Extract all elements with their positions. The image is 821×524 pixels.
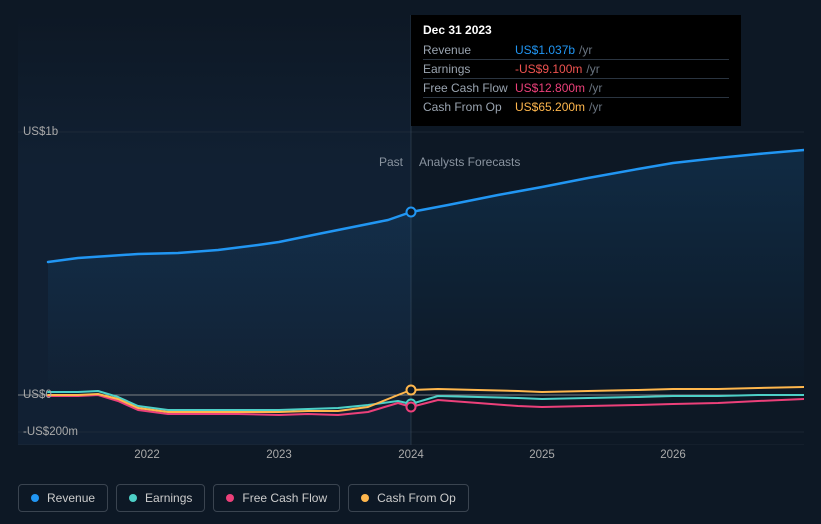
tooltip-row: Cash From Op US$65.200m /yr <box>423 97 729 116</box>
legend-label: Revenue <box>47 491 95 505</box>
x-tick-label: 2024 <box>398 449 424 461</box>
past-section-label: Past <box>379 155 403 169</box>
x-tick-label: 2023 <box>266 449 292 461</box>
tooltip-metric-unit: /yr <box>579 43 592 57</box>
chart-legend: Revenue Earnings Free Cash Flow Cash Fro… <box>18 484 469 512</box>
tooltip-metric-value: US$12.800m <box>515 81 585 95</box>
chart-tooltip: Dec 31 2023 Revenue US$1.037b /yrEarning… <box>411 15 741 126</box>
tooltip-metric-label: Earnings <box>423 62 515 76</box>
legend-item-revenue[interactable]: Revenue <box>18 484 108 512</box>
earnings-revenue-chart: Past Analysts Forecasts US$1b US$0 -US$200… <box>18 15 804 445</box>
tooltip-metric-value: US$65.200m <box>515 100 585 114</box>
legend-dot-icon <box>226 494 234 502</box>
legend-item-fcf[interactable]: Free Cash Flow <box>213 484 340 512</box>
tooltip-row: Revenue US$1.037b /yr <box>423 41 729 59</box>
legend-label: Earnings <box>145 491 192 505</box>
x-tick-label: 2025 <box>529 449 555 461</box>
legend-item-cfo[interactable]: Cash From Op <box>348 484 469 512</box>
y-tick-label: US$0 <box>23 389 52 401</box>
legend-dot-icon <box>31 494 39 502</box>
legend-item-earnings[interactable]: Earnings <box>116 484 205 512</box>
tooltip-metric-unit: /yr <box>589 100 602 114</box>
tooltip-metric-unit: /yr <box>586 62 599 76</box>
tooltip-metric-label: Cash From Op <box>423 100 515 114</box>
forecast-section-label: Analysts Forecasts <box>419 155 520 169</box>
tooltip-row: Free Cash Flow US$12.800m /yr <box>423 78 729 97</box>
tooltip-metric-value: US$1.037b <box>515 43 575 57</box>
legend-dot-icon <box>361 494 369 502</box>
legend-dot-icon <box>129 494 137 502</box>
legend-label: Cash From Op <box>377 491 456 505</box>
legend-label: Free Cash Flow <box>242 491 327 505</box>
x-tick-label: 2022 <box>134 449 160 461</box>
tooltip-metric-label: Revenue <box>423 43 515 57</box>
tooltip-row: Earnings -US$9.100m /yr <box>423 59 729 78</box>
tooltip-metric-value: -US$9.100m <box>515 62 582 76</box>
tooltip-date: Dec 31 2023 <box>423 23 729 41</box>
y-tick-label: US$1b <box>23 126 58 138</box>
tooltip-metric-unit: /yr <box>589 81 602 95</box>
x-tick-label: 2026 <box>660 449 686 461</box>
y-tick-label: -US$200m <box>23 426 78 438</box>
tooltip-metric-label: Free Cash Flow <box>423 81 515 95</box>
